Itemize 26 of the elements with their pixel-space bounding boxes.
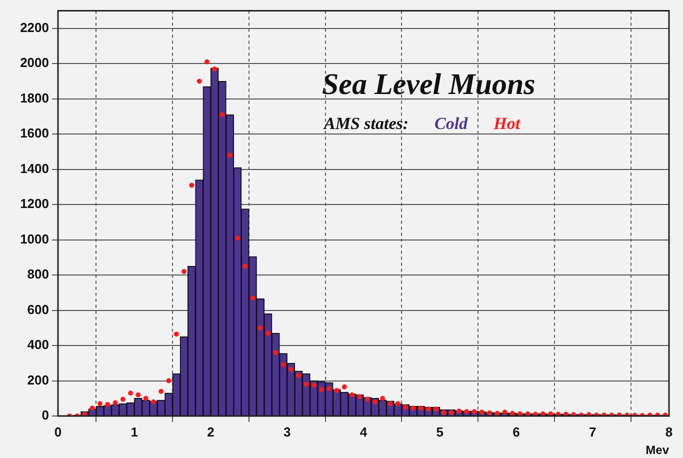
x-tick-label: 6 (512, 424, 520, 440)
y-tick-label: 0 (42, 408, 49, 423)
legend-title: AMS states: (324, 114, 409, 133)
x-axis-title: Mev (646, 443, 670, 458)
text: Cold (434, 114, 468, 133)
y-tick-label: 1400 (20, 160, 49, 176)
x-tick-label: 3 (284, 424, 291, 440)
y-tick-label: 1600 (20, 126, 49, 141)
x-tick-label: 2 (207, 424, 214, 440)
y-tick-label: 1200 (20, 196, 49, 212)
y-tick-label: 400 (27, 337, 49, 352)
x-tick-label: 4 (360, 424, 368, 440)
x-tick-label: 0 (54, 424, 62, 440)
y-tick-label: 2000 (20, 55, 49, 70)
y-tick-label: 2200 (20, 20, 49, 35)
x-tick-label: 8 (665, 424, 673, 440)
y-tick-label: 800 (27, 266, 49, 282)
x-tick-label: 1 (130, 424, 138, 440)
y-tick-label: 200 (27, 372, 49, 388)
y-tick-label: 1800 (20, 90, 49, 106)
x-tick-label: 5 (436, 424, 444, 440)
y-tick-label: 600 (27, 302, 49, 317)
text: Hot (494, 114, 520, 133)
y-tick-label: 1000 (20, 231, 49, 246)
text: Sea Level Muons (322, 68, 536, 102)
x-tick-label: 7 (589, 424, 596, 440)
